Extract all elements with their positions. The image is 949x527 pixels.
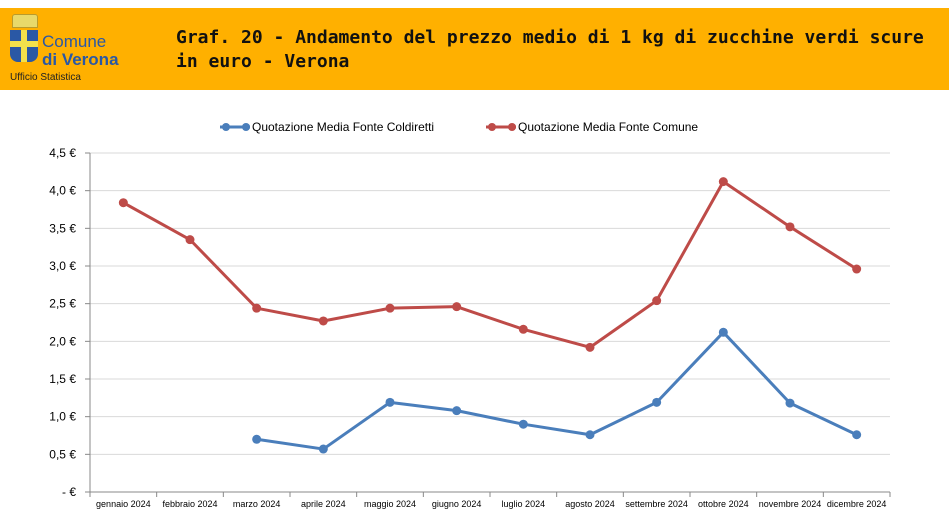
y-tick-label: 2,0 € <box>49 334 76 348</box>
data-point <box>718 327 728 337</box>
x-tick-label: giugno 2024 <box>432 499 482 509</box>
data-point <box>585 430 595 440</box>
legend-label: Quotazione Media Fonte Coldiretti <box>252 120 434 134</box>
data-point <box>585 342 595 352</box>
y-tick-label: 4,5 € <box>49 146 76 160</box>
data-point <box>385 397 395 407</box>
x-tick-label: agosto 2024 <box>565 499 615 509</box>
series-line <box>256 330 858 451</box>
x-tick-label: febbraio 2024 <box>162 499 217 509</box>
x-tick-label: dicembre 2024 <box>827 499 887 509</box>
legend-marker <box>508 123 516 131</box>
data-point <box>185 235 195 245</box>
data-point <box>318 316 328 326</box>
data-point <box>785 398 795 408</box>
data-point <box>518 324 528 334</box>
y-tick-label: 1,5 € <box>49 372 76 386</box>
logo-line1: Comune <box>42 32 107 51</box>
page-title: Graf. 20 - Andamento del prezzo medio di… <box>176 27 924 72</box>
logo-line2: di Verona <box>42 50 119 69</box>
data-point <box>652 296 662 306</box>
x-tick-label: maggio 2024 <box>364 499 416 509</box>
legend-label: Quotazione Media Fonte Comune <box>518 120 698 134</box>
data-point <box>252 434 262 444</box>
data-point <box>118 198 128 208</box>
legend-marker <box>488 123 496 131</box>
data-point <box>385 303 395 313</box>
y-tick-label: - € <box>62 485 76 499</box>
comune-verona-logo: Comune di Verona Ufficio Statistica <box>8 14 158 86</box>
data-point <box>518 419 528 429</box>
data-point <box>852 264 862 274</box>
x-tick-label: marzo 2024 <box>233 499 281 509</box>
data-point <box>785 222 795 232</box>
x-tick-label: settembre 2024 <box>625 499 688 509</box>
y-tick-label: 3,5 € <box>49 221 76 235</box>
y-tick-label: 0,5 € <box>49 447 76 461</box>
shield-icon <box>10 30 38 62</box>
x-tick-label: luglio 2024 <box>502 499 546 509</box>
x-tick-label: ottobre 2024 <box>698 499 749 509</box>
data-point <box>318 444 328 454</box>
y-tick-label: 4,0 € <box>49 184 76 198</box>
x-tick-label: novembre 2024 <box>759 499 822 509</box>
data-point <box>852 430 862 440</box>
data-point <box>452 302 462 312</box>
y-tick-label: 3,0 € <box>49 259 76 273</box>
y-tick-label: 2,5 € <box>49 297 76 311</box>
x-tick-label: gennaio 2024 <box>96 499 151 509</box>
crown-icon <box>12 14 38 28</box>
data-point <box>452 406 462 416</box>
y-tick-label: 1,0 € <box>49 410 76 424</box>
legend-marker <box>242 123 250 131</box>
data-point <box>718 177 728 187</box>
data-point <box>252 303 262 313</box>
series-line <box>122 180 858 349</box>
x-tick-label: aprile 2024 <box>301 499 346 509</box>
data-point <box>652 397 662 407</box>
logo-subtitle: Ufficio Statistica <box>10 72 81 83</box>
header-band: Comune di Verona Ufficio Statistica Graf… <box>0 8 949 90</box>
legend-marker <box>222 123 230 131</box>
